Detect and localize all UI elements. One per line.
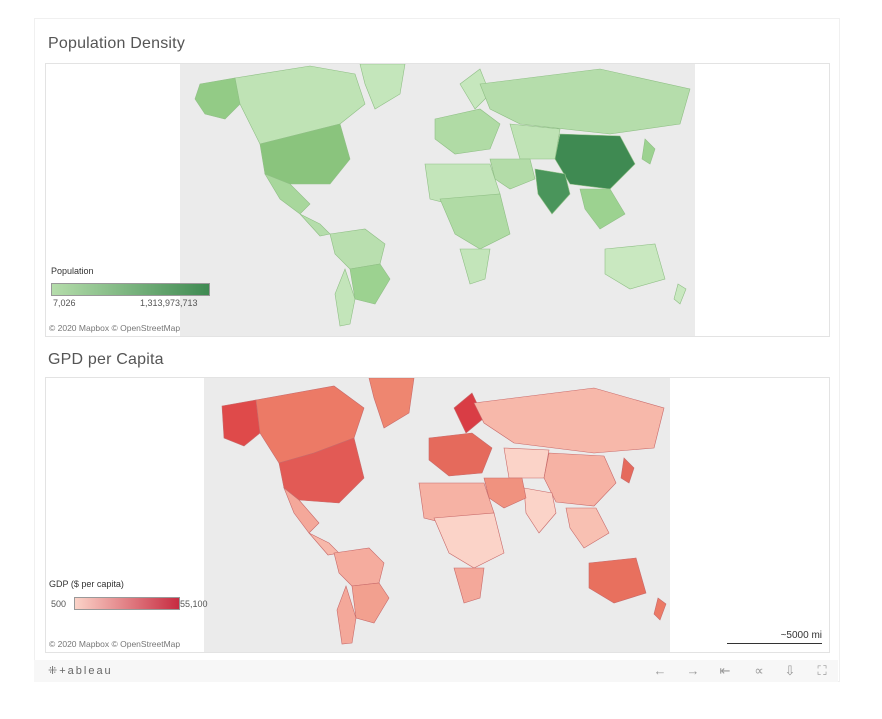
tableau-toolbar: ⁜+ableau ← → ⇤ ∝ ⇩ ⛶	[34, 660, 838, 682]
region-greenland	[359, 64, 406, 110]
undo-icon[interactable]: ←	[653, 663, 667, 678]
region-southeast-asia	[579, 188, 626, 230]
region-china	[543, 452, 617, 507]
gdp-legend-gradient	[74, 597, 180, 610]
region-new-zealand	[653, 597, 667, 621]
fullscreen-icon[interactable]: ⛶	[817, 663, 827, 678]
population-legend-max: 1,313,973,713	[140, 298, 198, 308]
region-japan	[620, 457, 635, 484]
redo-icon[interactable]: →	[686, 663, 700, 678]
region-india	[534, 168, 571, 215]
region-australia	[604, 243, 666, 290]
gdp-legend-title: GDP ($ per capita)	[49, 579, 124, 589]
region-japan	[641, 138, 656, 165]
gdp-legend-min: 500	[51, 599, 67, 609]
revert-icon[interactable]: ⇤	[719, 663, 731, 678]
region-russia	[473, 387, 665, 454]
gdp-legend-max: 55,100	[180, 599, 208, 609]
region-south-america-south	[334, 268, 356, 327]
region-central-america	[308, 532, 340, 556]
population-map-attribution[interactable]: © 2020 Mapbox © OpenStreetMap	[49, 323, 181, 333]
region-central-asia	[503, 447, 550, 479]
region-india	[523, 487, 557, 534]
share-icon[interactable]: ∝	[754, 663, 764, 678]
region-greenland	[368, 378, 415, 429]
gdp-map-panel[interactable]: GDP ($ per capita) 500 55,100 © 2020 Map…	[45, 377, 830, 653]
region-mexico	[283, 487, 320, 534]
population-legend-min: 7,026	[53, 298, 76, 308]
region-south-america-south	[336, 585, 357, 645]
region-central-africa	[439, 193, 511, 250]
region-central-asia	[509, 123, 561, 160]
map-scale-label: ~5000 mi	[780, 630, 822, 641]
population-legend-title: Population	[51, 266, 94, 276]
region-new-zealand	[673, 283, 687, 305]
gdp-choropleth	[221, 378, 667, 645]
population-legend-gradient	[51, 283, 210, 296]
region-southeast-asia	[565, 507, 610, 549]
region-brazil	[351, 582, 390, 624]
region-canada	[234, 65, 366, 145]
region-europe	[428, 432, 493, 477]
region-alaska	[194, 77, 241, 120]
tableau-logo[interactable]: ⁜+ableau	[48, 665, 113, 677]
map-scale-bar	[727, 643, 822, 644]
population-map-canvas[interactable]	[180, 64, 695, 336]
download-icon[interactable]: ⇩	[784, 663, 796, 678]
gdp-map-attribution[interactable]: © 2020 Mapbox © OpenStreetMap	[49, 639, 181, 649]
region-central-africa	[433, 512, 505, 569]
region-mexico	[264, 173, 311, 215]
region-central-america	[299, 213, 331, 237]
region-russia	[479, 68, 691, 135]
gdp-map-canvas[interactable]	[204, 378, 670, 652]
region-south-america-north	[333, 547, 385, 587]
population-choropleth	[194, 64, 691, 327]
region-southern-africa	[453, 567, 485, 604]
region-alaska	[221, 399, 261, 447]
population-map-title: Population Density	[48, 35, 186, 52]
region-southern-africa	[459, 248, 491, 285]
region-europe	[434, 108, 501, 155]
region-south-america-north	[329, 228, 386, 270]
region-australia	[588, 557, 647, 604]
region-brazil	[349, 263, 391, 305]
region-china	[554, 133, 636, 190]
population-map-panel[interactable]: Population 7,026 1,313,973,713 © 2020 Ma…	[45, 63, 830, 337]
gdp-map-title: GPD per Capita	[48, 351, 164, 368]
